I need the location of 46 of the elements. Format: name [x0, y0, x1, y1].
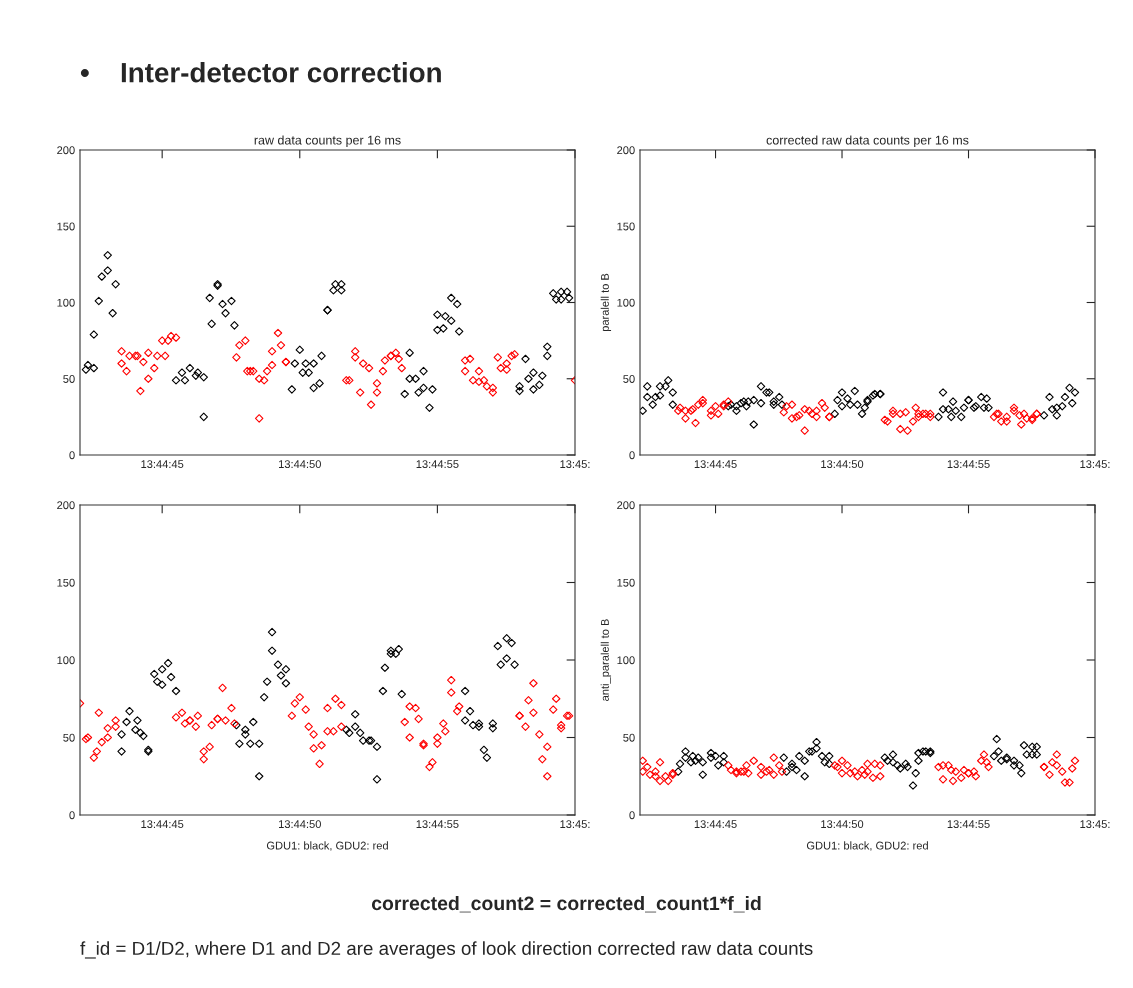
- y-tick-label: 50: [63, 375, 75, 383]
- y-tick-label: 50: [623, 733, 635, 742]
- x-tick-label: 13:44:55: [416, 460, 459, 469]
- y-tick-label: 150: [57, 222, 75, 231]
- y-tick-label: 200: [57, 501, 75, 510]
- y-tick-label: 100: [617, 298, 635, 307]
- y-tick-label: 100: [57, 656, 75, 665]
- y-tick-label: 150: [57, 578, 75, 587]
- text: f_id = D1/D2, where D1 and D2 are averages of look direction corrected raw data counts: [80, 941, 813, 959]
- text: corrected_count2 = corrected_count1*f_id: [371, 895, 761, 913]
- x-tick-label: 13:44:50: [821, 820, 864, 829]
- x-tick-label: 13:45:: [1080, 460, 1110, 469]
- y-tick-label: 200: [57, 146, 75, 155]
- x-tick-label: 13:44:55: [416, 820, 459, 829]
- x-tick-label: 13:44:45: [694, 820, 737, 829]
- y-tick-label: 50: [623, 375, 635, 383]
- x-tick-label: 13:45:: [560, 820, 590, 829]
- x-tick-label: 13:44:45: [694, 460, 737, 469]
- text: •: [80, 69, 89, 78]
- y-tick-label: 150: [617, 222, 635, 231]
- x-tick-label: 13:44:50: [279, 820, 321, 829]
- x-tick-label: 13:45:: [1080, 820, 1110, 829]
- y-tick-label: 0: [69, 811, 75, 820]
- x-tick-label: 13:44:55: [947, 820, 990, 829]
- chart-title: corrected raw data counts per 16 ms: [766, 135, 969, 148]
- y-tick-label: 100: [617, 656, 635, 665]
- x-tick-label: 13:44:50: [279, 460, 321, 469]
- text: Inter-detector correction: [121, 62, 441, 83]
- y-axis-title: anti_paralell to B: [600, 619, 612, 701]
- x-tick-label: 13:44:45: [141, 460, 184, 469]
- y-tick-label: 200: [617, 501, 635, 510]
- y-tick-label: 50: [63, 733, 75, 742]
- y-tick-label: 0: [629, 811, 635, 820]
- x-tick-label: 13:44:55: [947, 460, 990, 469]
- y-tick-label: 100: [57, 298, 75, 307]
- x-tick-label: 13:44:45: [141, 820, 184, 829]
- y-tick-label: 0: [629, 451, 635, 460]
- y-tick-label: 150: [617, 578, 635, 587]
- x-axis-title: GDU1: black, GDU2: red: [266, 841, 388, 851]
- chart-title: raw data counts per 16 ms: [254, 135, 401, 148]
- y-tick-label: 0: [69, 451, 75, 460]
- x-tick-label: 13:45:: [560, 460, 590, 469]
- x-tick-label: 13:44:50: [821, 460, 864, 469]
- y-tick-label: 200: [617, 146, 635, 155]
- x-axis-title: GDU1: black, GDU2: red: [806, 841, 928, 851]
- y-axis-title: paralell to B: [600, 273, 612, 332]
